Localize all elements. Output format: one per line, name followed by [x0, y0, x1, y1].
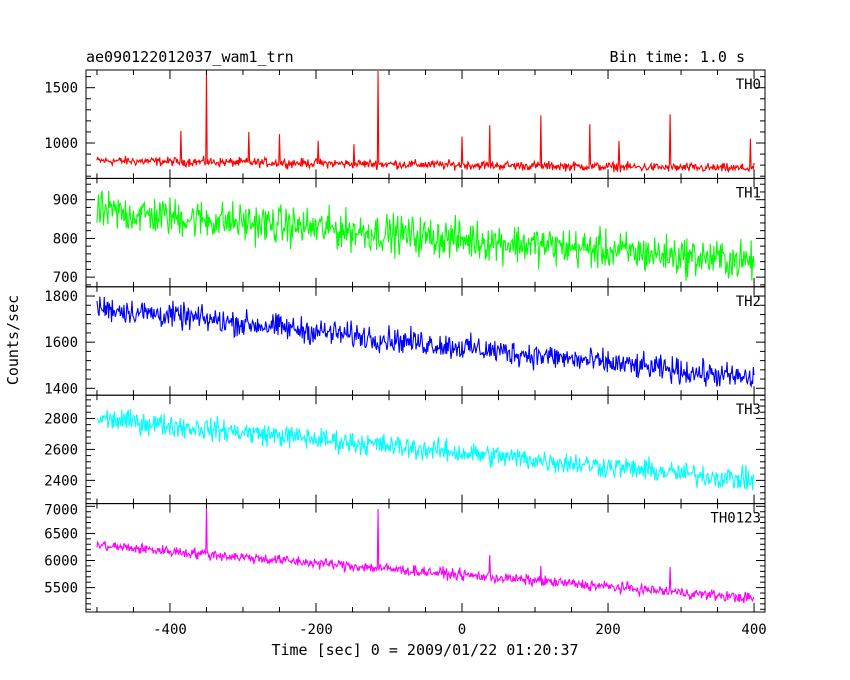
panel-label-th1: TH1: [736, 185, 761, 201]
series-th2: [96, 296, 755, 389]
panel-th1: 700 800 900 TH1: [53, 177, 766, 288]
panel-th0: 1000 1500 TH0: [44, 69, 766, 179]
panel-frame: [85, 286, 766, 396]
y-tick-label: 7000: [44, 503, 78, 519]
series-th0123: [96, 506, 755, 604]
y-tick-label: 2600: [44, 442, 78, 458]
series-th1: [96, 189, 755, 281]
x-axis-label: Time [sec] 0 = 2009/01/22 01:20:37: [271, 641, 578, 659]
y-tick-label: 1600: [44, 335, 78, 351]
y-tick-label: 6500: [44, 526, 78, 542]
y-tick-label: 1800: [44, 289, 78, 305]
panel-frame: [85, 503, 766, 613]
x-tick-label: 0: [458, 622, 466, 638]
y-tick-label: 1400: [44, 381, 78, 397]
x-tick-label: 400: [741, 622, 766, 638]
panel-th2: 1400 1600 1800 TH2: [44, 286, 766, 397]
x-tick-label: -400: [153, 622, 187, 638]
series-th3: [96, 409, 755, 491]
panel-th3: 2400 2600 2800 TH3: [44, 394, 766, 505]
y-tick-label: 5500: [44, 581, 78, 597]
panel-label-th0: TH0: [736, 77, 761, 93]
y-tick-label: 2400: [44, 473, 78, 489]
panel-th0123: 5500 6000 6500 7000 TH0123: [44, 503, 766, 613]
y-axis-label: Counts/sec: [4, 295, 22, 385]
y-tick-label: 1000: [44, 136, 78, 152]
panels-group: 1000 1500 TH0 700 800 900 TH1 1400 1600 1800 TH2 24…: [44, 69, 767, 638]
chart-title: ae090122012037_wam1_trn: [86, 48, 294, 66]
chart-subtitle: Bin time: 1.0 s: [610, 48, 745, 66]
y-tick-label: 1500: [44, 81, 78, 97]
panel-label-th3: TH3: [736, 402, 761, 418]
y-tick-label: 2800: [44, 411, 78, 427]
y-tick-label: 800: [53, 231, 78, 247]
x-tick-label: 200: [595, 622, 620, 638]
y-tick-label: 700: [53, 270, 78, 286]
panel-label-th2: TH2: [736, 294, 761, 310]
panel-label-th0123: TH0123: [710, 511, 761, 527]
series-th0: [96, 71, 755, 173]
y-tick-label: 6000: [44, 554, 78, 570]
x-tick-label: -200: [299, 622, 333, 638]
y-tick-label: 900: [53, 193, 78, 209]
